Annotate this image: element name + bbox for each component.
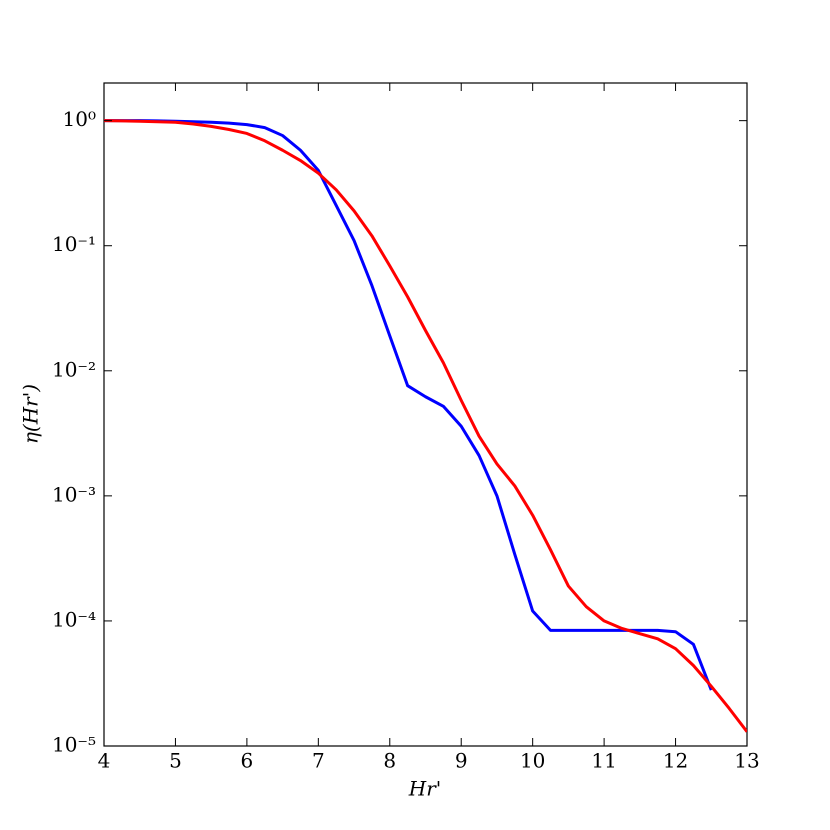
x-tick-label: 12 xyxy=(663,749,688,773)
data-line xyxy=(104,119,713,691)
x-tick-label: 8 xyxy=(383,749,396,773)
x-tick-label: 7 xyxy=(312,749,325,773)
y-tick-label: 10⁻³ xyxy=(52,482,96,506)
x-tick-label: 9 xyxy=(455,749,468,773)
plot-frame xyxy=(103,82,748,747)
y-tick-label: 10⁻² xyxy=(52,357,96,381)
plot-area xyxy=(104,119,747,733)
y-tick-label: 10⁻⁵ xyxy=(52,733,96,757)
x-tick-label: 5 xyxy=(169,749,182,773)
y-tick-label: 10⁰ xyxy=(63,107,96,131)
data-line xyxy=(104,119,747,733)
x-tick-label: 11 xyxy=(591,749,616,773)
x-axis-label: Hr' xyxy=(408,777,442,801)
x-tick-label: 6 xyxy=(241,749,254,773)
y-axis-label: η(Hr') xyxy=(19,384,43,444)
x-tick-label: 10 xyxy=(520,749,545,773)
x-tick-label: 4 xyxy=(98,749,111,773)
x-tick-label: 13 xyxy=(734,749,759,773)
y-tick-label: 10⁻⁴ xyxy=(52,607,96,631)
y-tick-label: 10⁻¹ xyxy=(52,232,96,256)
